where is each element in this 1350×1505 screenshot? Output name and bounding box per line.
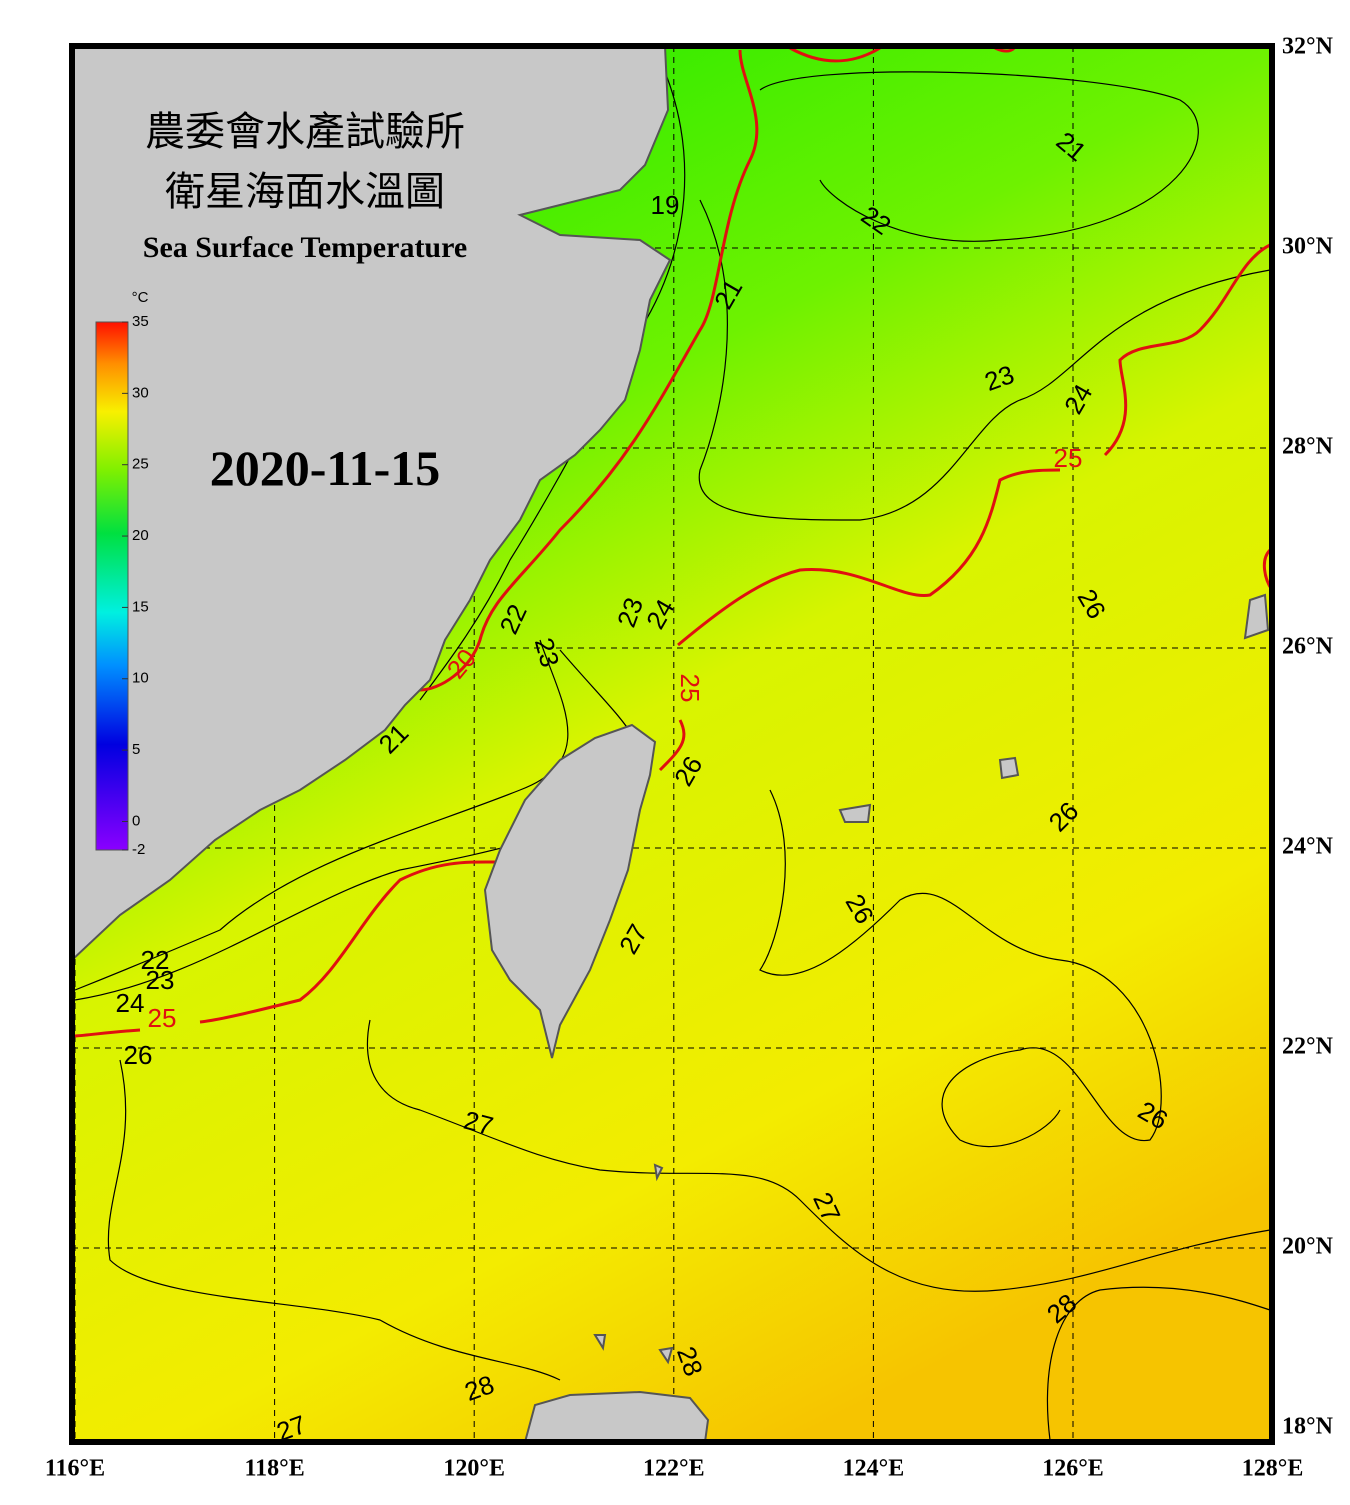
isotherm: [759, 789, 1162, 1148]
isotherm: [74, 639, 569, 991]
axes: 116°E 118°E 120°E 122°E 124°E 126°E 128°E 32°N 3…: [45, 34, 1334, 1482]
lat-label: 18°N: [1282, 1414, 1334, 1440]
colorbar-label: 10: [132, 670, 149, 687]
isotherm-25: [74, 548, 1272, 1038]
land: [72, 46, 1270, 1442]
colorbar-label: 20: [132, 527, 149, 544]
lon-label: 118°E: [244, 1456, 304, 1482]
lat-label: 20°N: [1282, 1234, 1334, 1260]
colorbar-label: 15: [132, 598, 149, 615]
lon-label: 116°E: [45, 1456, 105, 1482]
colorbar-label: -2: [132, 841, 145, 858]
isotherm: [698, 199, 1271, 521]
contour-label: 25: [1054, 443, 1083, 473]
lat-label: 24°N: [1282, 834, 1334, 860]
lon-label: 126°E: [1042, 1456, 1104, 1482]
colorbar-label: 5: [132, 741, 140, 758]
lon-label: 120°E: [443, 1456, 505, 1482]
colorbar-unit: °C: [132, 289, 149, 306]
contour-label: 19: [651, 190, 680, 220]
isotherm: [366, 1019, 1271, 1292]
contour-label: 22: [141, 945, 170, 975]
contour-label: 26: [124, 1040, 153, 1070]
frame: [69, 43, 1275, 1445]
lat-label: 26°N: [1282, 634, 1334, 660]
contour-label: 23: [146, 965, 175, 995]
colorbar-label: 35: [132, 313, 149, 330]
title-zh: 農委會水產試驗所: [145, 109, 465, 154]
isotherm-25: [677, 243, 1271, 647]
luzon: [523, 1390, 710, 1442]
lon-label: 128°E: [1242, 1456, 1304, 1482]
contour-label: 25: [148, 1003, 177, 1033]
lat-label: 32°N: [1282, 34, 1334, 60]
title-zh: 衛星海面水溫圖: [165, 169, 445, 214]
lat-label: 30°N: [1282, 234, 1334, 260]
title-en: Sea Surface Temperature: [143, 231, 467, 264]
colorbar: [95, 321, 129, 851]
isotherms: [74, 59, 1271, 1441]
contour-label: 24: [116, 988, 145, 1018]
lat-label: 22°N: [1282, 1034, 1334, 1060]
isotherm: [759, 71, 1199, 242]
taiwan: [483, 723, 657, 1059]
colorbar-label: 25: [132, 456, 149, 473]
date: 2020-11-15: [210, 440, 441, 496]
isotherm-20: [419, 49, 759, 692]
colorbar-label: 0: [132, 812, 140, 829]
mainland: [72, 46, 672, 962]
contour-label: 25: [675, 674, 705, 703]
lon-label: 122°E: [643, 1456, 705, 1482]
isotherm: [1046, 1286, 1271, 1441]
islands: [593, 593, 1270, 1365]
lon-label: 124°E: [843, 1456, 905, 1482]
colorbar-label: 30: [132, 384, 149, 401]
isotherms-major: [74, 46, 1272, 1038]
isotherm: [107, 1059, 561, 1381]
lat-label: 28°N: [1282, 434, 1334, 460]
